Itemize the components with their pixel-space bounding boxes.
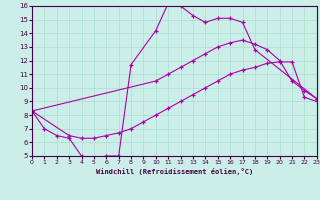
X-axis label: Windchill (Refroidissement éolien,°C): Windchill (Refroidissement éolien,°C) bbox=[96, 168, 253, 175]
